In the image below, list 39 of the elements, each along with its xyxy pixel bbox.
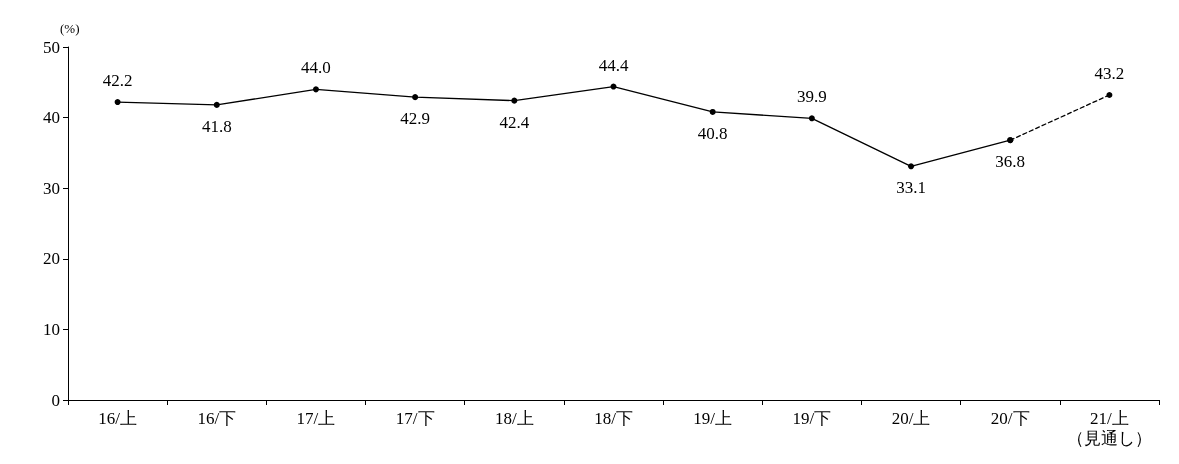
point	[114, 99, 121, 106]
data-label: 44.4	[598, 55, 629, 75]
y-tick-label: 20	[43, 249, 60, 269]
point	[709, 108, 716, 115]
y-tick-label: 10	[43, 319, 60, 339]
data-label: 36.8	[995, 152, 1026, 172]
point	[213, 101, 220, 108]
point	[808, 115, 815, 122]
y-tick-label: 40	[43, 108, 60, 128]
data-label: 42.9	[400, 109, 431, 129]
point	[610, 83, 617, 90]
y-tick-label: 0	[51, 390, 60, 410]
data-label: 43.2	[1094, 64, 1125, 84]
x-tick-label: 17/上	[296, 408, 336, 428]
point	[511, 97, 518, 104]
x-tick-label: 17/下	[395, 408, 435, 428]
x-tick-label: 21/上（見通し）	[1066, 408, 1152, 448]
data-label: 42.4	[499, 112, 530, 132]
data-label: 44.0	[301, 58, 331, 78]
x-tick-label: 19/上	[693, 408, 733, 428]
x-tick-label: 16/上	[98, 408, 137, 428]
point	[412, 94, 419, 101]
y-tick-label: 30	[43, 178, 60, 198]
point	[908, 163, 915, 170]
data-label: 33.1	[896, 178, 926, 198]
data-label: 41.8	[201, 116, 232, 136]
x-tick-label: 18/上	[494, 408, 534, 428]
x-tick-label: 18/下	[594, 408, 633, 428]
x-tick-label: 19/下	[792, 408, 832, 428]
y-axis-title: (%)	[60, 21, 80, 36]
y-tick-label: 50	[43, 37, 60, 57]
data-label: 39.9	[796, 87, 827, 107]
data-label: 42.2	[102, 71, 133, 91]
x-tick-label: 20/上	[891, 408, 931, 428]
point	[1106, 92, 1113, 99]
x-tick-label: 16/下	[197, 408, 237, 428]
point	[312, 86, 319, 93]
x-tick-label: 20/下	[990, 408, 1030, 428]
data-label: 40.8	[697, 123, 728, 143]
